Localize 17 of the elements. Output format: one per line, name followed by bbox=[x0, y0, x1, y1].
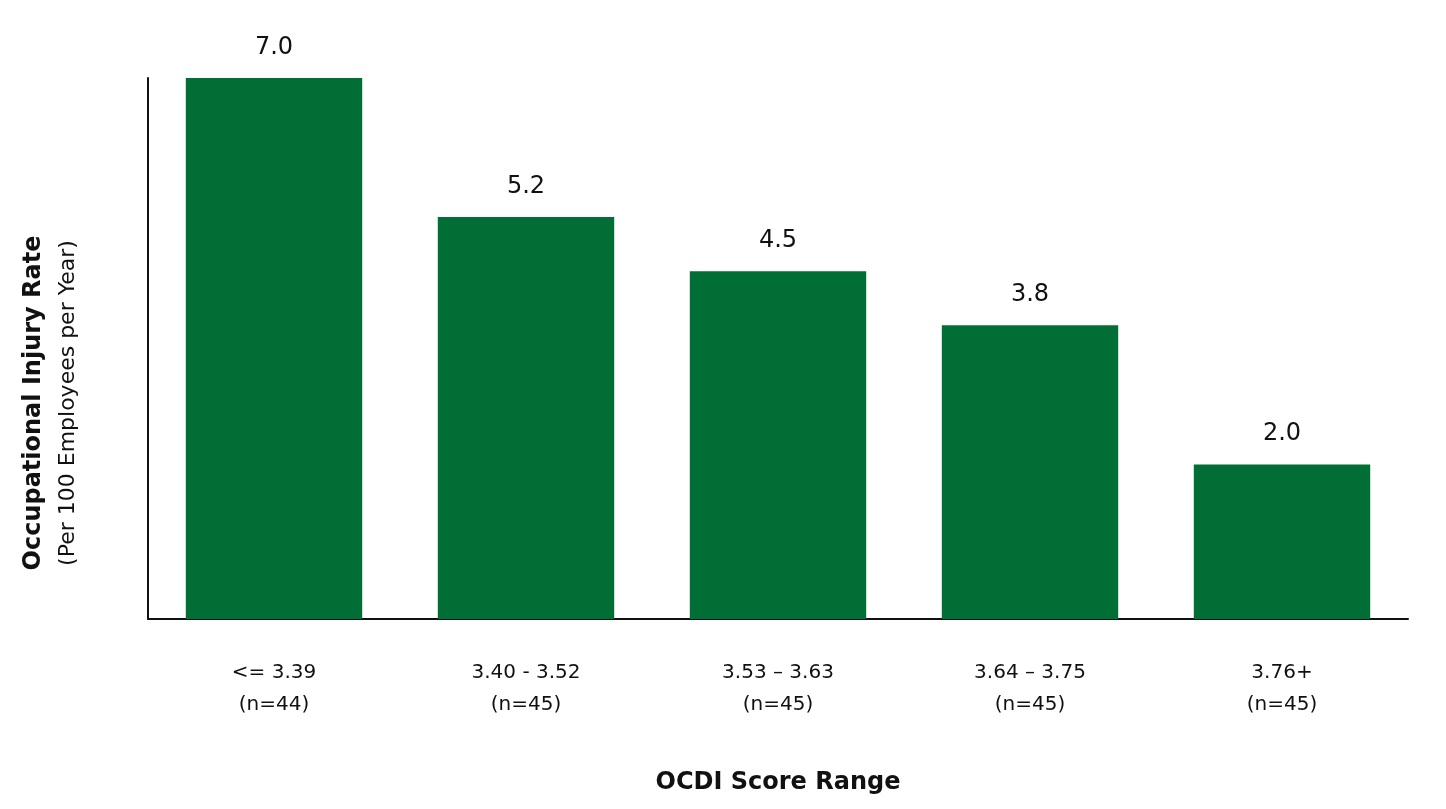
bar bbox=[1193, 464, 1371, 619]
data-label: 5.2 bbox=[506, 171, 546, 200]
data-label: 2.0 bbox=[1262, 418, 1302, 447]
x-tick-label: 3.40 - 3.52 (n=45) bbox=[471, 659, 581, 715]
x-axis-title: OCDI Score Range bbox=[655, 767, 901, 795]
bar bbox=[437, 217, 615, 619]
y-axis-title: Occupational Injury Rate (Per 100 Employees per Year) bbox=[18, 235, 79, 571]
bar bbox=[185, 78, 363, 619]
data-label: 7.0 bbox=[254, 32, 294, 60]
x-tick-label: <= 3.39 (n=44) bbox=[231, 659, 317, 715]
data-label: 3.8 bbox=[1010, 279, 1050, 308]
x-tick-label: 3.53 – 3.63 (n=45) bbox=[722, 659, 834, 715]
bar bbox=[689, 271, 867, 619]
x-tick-label: 3.76+ (n=45) bbox=[1246, 659, 1318, 715]
x-tick-label: 3.64 – 3.75 (n=45) bbox=[974, 659, 1086, 715]
bar bbox=[941, 325, 1119, 619]
data-label: 4.5 bbox=[758, 225, 798, 254]
